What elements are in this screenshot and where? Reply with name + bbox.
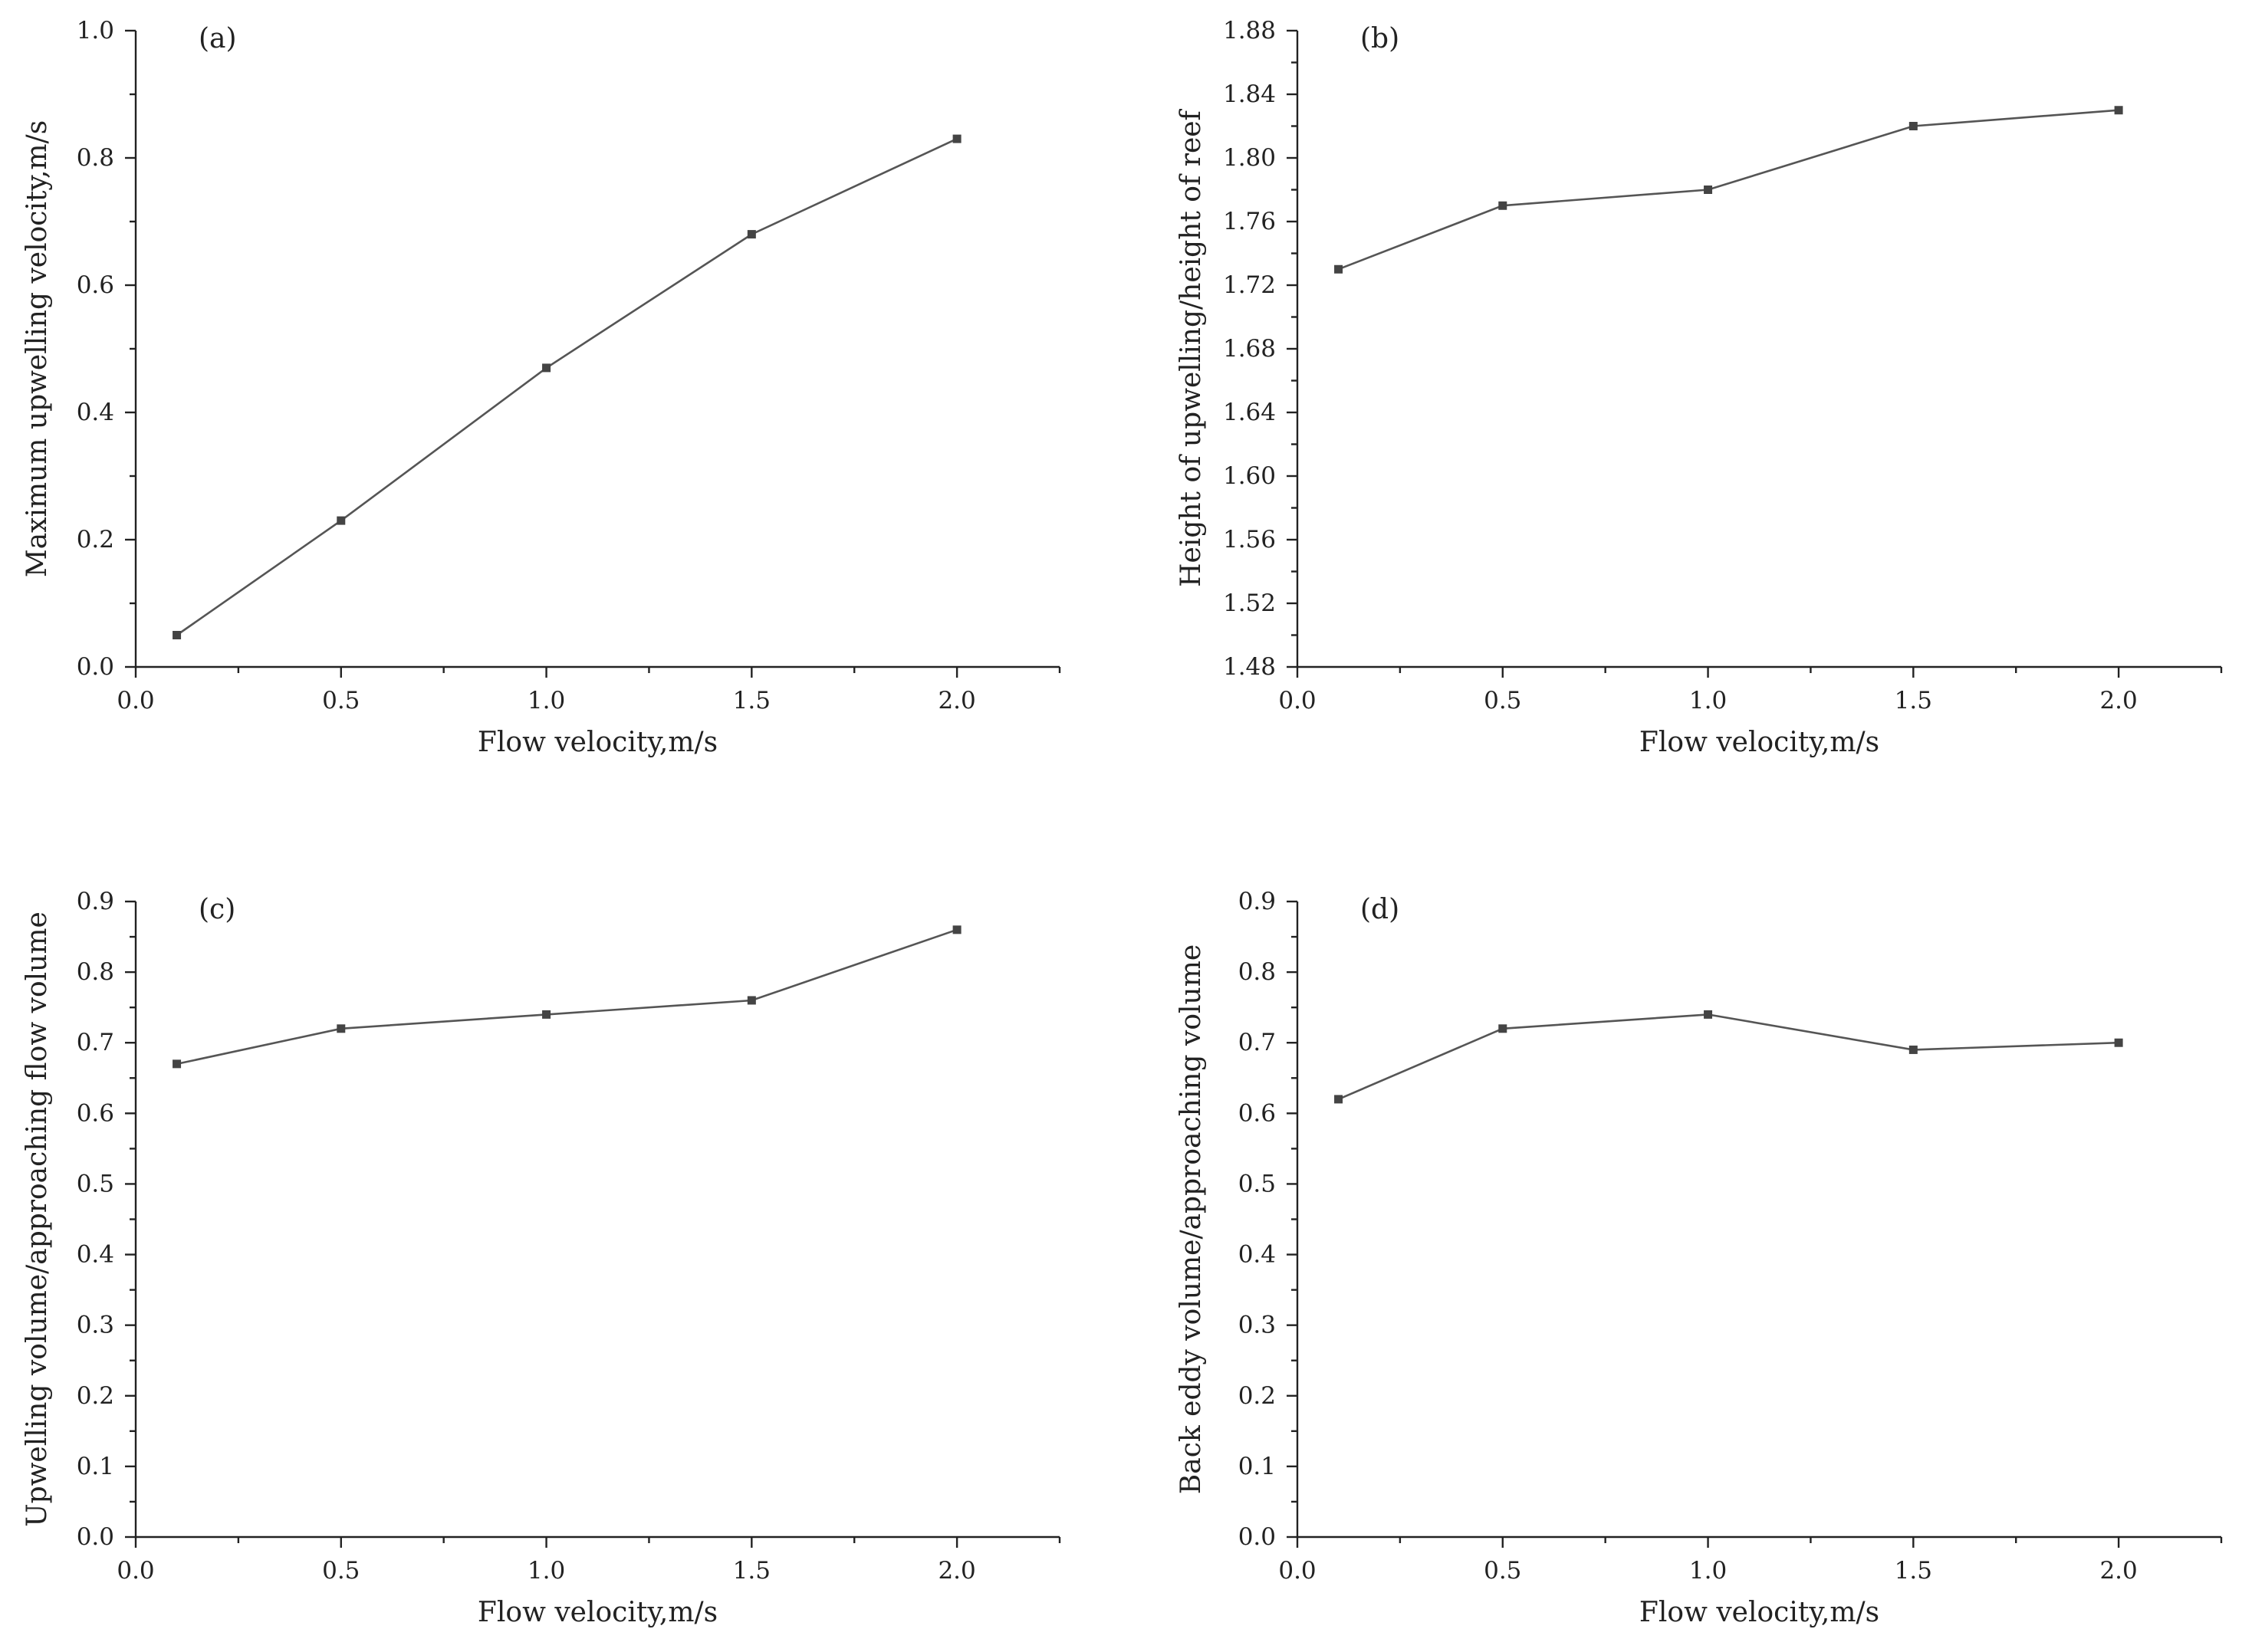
y-tick-label: 1.64: [1223, 399, 1276, 426]
y-tick-label: 0.6: [77, 1099, 114, 1127]
x-axis-title: Flow velocity,m/s: [1639, 1597, 1879, 1628]
data-point-marker: [1704, 1010, 1713, 1019]
x-tick-label: 1.5: [1895, 687, 1932, 714]
y-tick-label: 1.0: [77, 17, 114, 44]
panel-label: (b): [1360, 23, 1399, 54]
x-tick-label: 1.5: [1895, 1557, 1932, 1585]
data-point-marker: [1334, 264, 1343, 274]
y-tick-label: 0.0: [77, 653, 114, 681]
y-tick-label: 1.68: [1223, 335, 1276, 363]
y-tick-label: 1.56: [1223, 526, 1276, 553]
y-tick-label: 0.7: [77, 1029, 114, 1056]
y-tick-label: 0.6: [1238, 1099, 1276, 1127]
y-tick-label: 0.9: [77, 888, 114, 915]
x-tick-label: 2.0: [938, 687, 975, 714]
y-tick-label: 1.80: [1223, 144, 1276, 172]
y-tick-label: 0.1: [1238, 1453, 1276, 1480]
y-tick-label: 0.7: [1238, 1029, 1276, 1056]
x-axis-title: Flow velocity,m/s: [478, 1597, 718, 1628]
y-tick-label: 1.48: [1223, 653, 1276, 681]
y-tick-label: 1.84: [1223, 80, 1276, 108]
panel-label: (d): [1360, 894, 1399, 925]
y-tick-label: 0.8: [1238, 958, 1276, 986]
data-point-marker: [1498, 1024, 1507, 1033]
x-tick-label: 0.5: [1484, 1557, 1521, 1585]
x-tick-label: 1.5: [733, 1557, 771, 1585]
y-tick-label: 1.76: [1223, 208, 1276, 235]
data-point-marker: [173, 1059, 182, 1069]
chart-panel-2: 0.0 0.5 1.0 1.5 2.0 0.0 0.1 0.2 0.3 0.4 0.5 0.6 0.7 0…: [21, 888, 1061, 1628]
panel-label: (c): [199, 894, 235, 925]
y-tick-label: 0.0: [1238, 1523, 1276, 1551]
data-point-marker: [542, 363, 551, 373]
x-tick-label: 1.5: [733, 687, 771, 714]
y-axis-title: Back eddy volume/approaching volume: [1175, 944, 1207, 1494]
data-point-marker: [2114, 1038, 2123, 1047]
x-tick-label: 1.0: [1689, 1557, 1727, 1585]
y-tick-label: 0.2: [77, 1382, 114, 1410]
data-point-marker: [1908, 1045, 1918, 1054]
data-point-marker: [747, 230, 756, 239]
y-tick-label: 0.1: [77, 1453, 114, 1480]
x-axis-title: Flow velocity,m/s: [478, 727, 718, 758]
y-tick-label: 0.8: [77, 144, 114, 172]
y-tick-label: 0.3: [1238, 1312, 1276, 1339]
data-point-marker: [1498, 201, 1507, 210]
x-tick-label: 0.0: [1278, 687, 1316, 714]
data-point-marker: [952, 925, 962, 934]
panel-label: (a): [199, 23, 237, 54]
y-tick-label: 0.3: [77, 1312, 114, 1339]
y-tick-label: 0.9: [1238, 888, 1276, 915]
y-tick-label: 0.4: [77, 399, 114, 426]
x-tick-label: 0.0: [1278, 1557, 1316, 1585]
y-tick-label: 1.52: [1223, 590, 1276, 617]
y-axis-title: Upwelling volume/approaching flow volume: [21, 911, 53, 1527]
x-tick-label: 2.0: [938, 1557, 975, 1585]
y-tick-label: 1.72: [1223, 271, 1276, 299]
data-point-marker: [337, 1024, 346, 1033]
data-point-marker: [542, 1010, 551, 1019]
x-tick-label: 1.0: [1689, 687, 1727, 714]
y-tick-label: 1.88: [1223, 17, 1276, 44]
chart-panel-1: 0.0 0.5 1.0 1.5 2.0 1.48 1.52 1.56 1.60 1.64 1.68 1…: [1175, 17, 2223, 758]
y-tick-label: 1.60: [1223, 462, 1276, 490]
x-axis-title: Flow velocity,m/s: [1639, 727, 1879, 758]
y-tick-label: 0.2: [1238, 1382, 1276, 1410]
data-point-marker: [1334, 1095, 1343, 1104]
y-tick-label: 0.5: [1238, 1170, 1276, 1197]
chart-panel-3: 0.0 0.5 1.0 1.5 2.0 0.0 0.1 0.2 0.3 0.4 0.5 0.6 0.7 0…: [1175, 888, 2223, 1628]
y-tick-label: 0.4: [77, 1241, 114, 1269]
data-point-marker: [1908, 122, 1918, 130]
data-point-marker: [747, 996, 756, 1005]
x-tick-label: 1.0: [528, 1557, 565, 1585]
data-point-marker: [2114, 106, 2123, 115]
x-tick-label: 0.5: [322, 1557, 360, 1585]
y-tick-label: 0.8: [77, 958, 114, 986]
y-axis-title: Maximum upwelling velocity,m/s: [21, 120, 53, 577]
x-tick-label: 2.0: [2099, 687, 2137, 714]
y-tick-label: 0.4: [1238, 1241, 1276, 1269]
y-tick-label: 0.0: [77, 1523, 114, 1551]
data-point-marker: [1704, 186, 1713, 194]
x-tick-label: 1.0: [528, 687, 565, 714]
x-tick-label: 0.0: [117, 1557, 154, 1585]
data-point-marker: [173, 631, 182, 639]
data-point-marker: [337, 516, 346, 525]
y-axis-title: Height of upwelling/height of reef: [1175, 108, 1207, 586]
y-tick-label: 0.6: [77, 271, 114, 299]
x-tick-label: 2.0: [2099, 1557, 2137, 1585]
data-point-marker: [952, 134, 962, 143]
x-tick-label: 0.5: [1484, 687, 1521, 714]
x-tick-label: 0.5: [322, 687, 360, 714]
y-tick-label: 0.2: [77, 526, 114, 553]
y-tick-label: 0.5: [77, 1170, 114, 1197]
chart-panel-0: 0.0 0.5 1.0 1.5 2.0 0.0 0.2 0.4 0.6 0.8 1.0 Flow ve…: [21, 17, 1061, 758]
x-tick-label: 0.0: [117, 687, 154, 714]
